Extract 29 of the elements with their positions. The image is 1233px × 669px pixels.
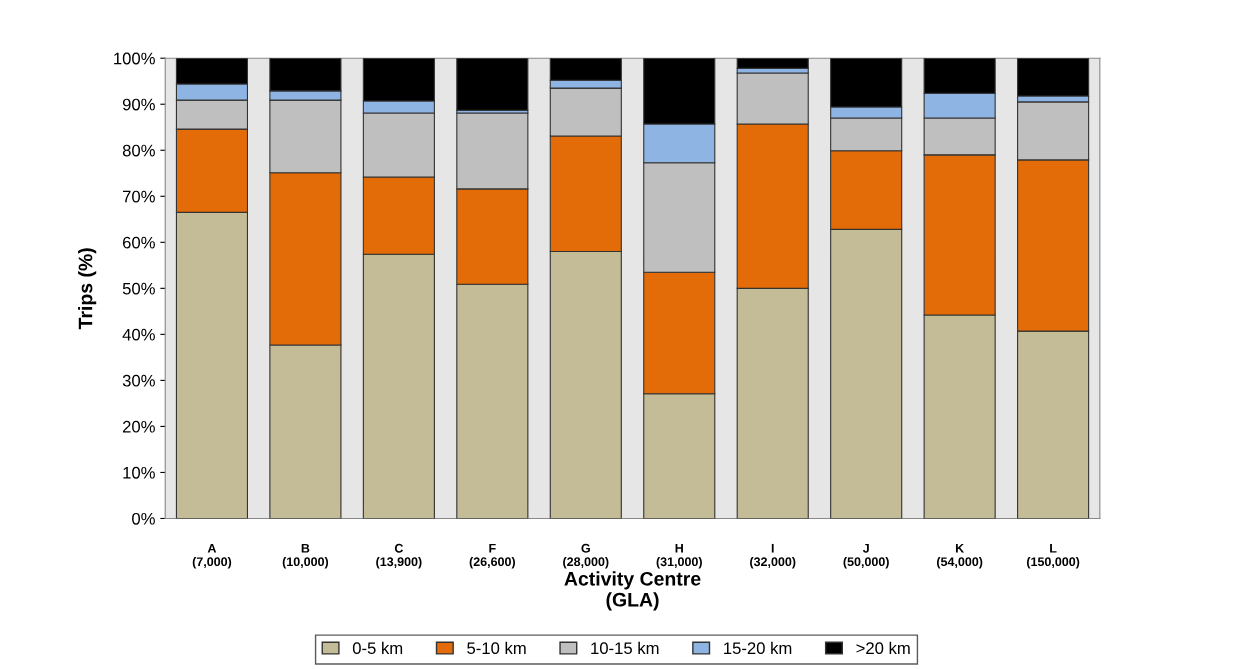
y-axis-title: Trips (%) (78, 248, 97, 330)
y-tick-label: 60% (122, 236, 155, 249)
y-tick-label: 50% (122, 282, 155, 295)
legend-label: >20 km (856, 641, 910, 655)
bar (456, 58, 529, 111)
x-tick-label: I (32,000) (750, 543, 796, 569)
x-tick-label: H (31,000) (656, 543, 702, 569)
x-tick-label: A (7,000) (192, 543, 232, 569)
y-tick-label: 20% (122, 420, 155, 433)
legend-label: 10-15 km (591, 641, 659, 655)
y-tick-label: 0% (132, 512, 155, 525)
y-tick-label: 10% (123, 466, 155, 479)
legend-label: 15-20 km (724, 641, 792, 655)
y-tick-label: 40% (122, 328, 155, 341)
x-tick-label: C (13,900) (376, 543, 422, 569)
x-tick-label: L (150,000) (1026, 543, 1080, 569)
y-tick-label: 100% (114, 52, 155, 65)
x-tick-label: J (50,000) (843, 543, 889, 569)
legend-label: 0-5 km (352, 641, 403, 655)
x-tick-label: G (28,000) (563, 543, 609, 569)
y-tick-label: 90% (122, 98, 155, 111)
y-tick-label: 70% (123, 190, 155, 203)
x-tick-label: F (26,600) (469, 543, 515, 569)
x-tick-label: B (10,000) (282, 543, 329, 569)
x-axis-title: Activity Centre (GLA) (564, 571, 701, 611)
legend-label: 5-10 km (467, 641, 526, 655)
x-tick-label: K (54,000) (936, 543, 983, 569)
y-tick-label: 30% (122, 374, 155, 387)
y-tick-label: 80% (122, 144, 155, 157)
